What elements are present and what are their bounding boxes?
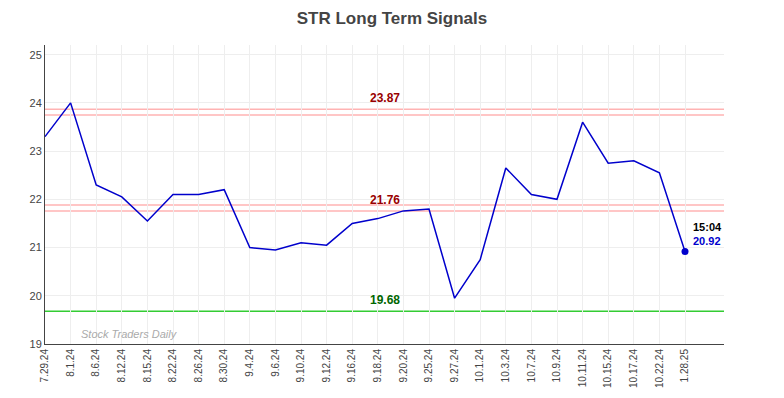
svg-text:10.15.24: 10.15.24 xyxy=(602,349,613,388)
svg-text:10.17.24: 10.17.24 xyxy=(628,349,639,388)
svg-text:8.26.24: 8.26.24 xyxy=(193,349,204,383)
svg-text:10.11.24: 10.11.24 xyxy=(577,349,588,388)
svg-text:23: 23 xyxy=(30,145,42,157)
svg-text:10.1.24: 10.1.24 xyxy=(474,349,485,383)
svg-text:8.6.24: 8.6.24 xyxy=(90,349,101,377)
svg-text:8.12.24: 8.12.24 xyxy=(116,349,127,383)
svg-text:Stock Traders Daily: Stock Traders Daily xyxy=(81,328,178,340)
svg-text:7.29.24: 7.29.24 xyxy=(39,349,50,383)
svg-text:20.92: 20.92 xyxy=(693,235,721,247)
svg-text:8.15.24: 8.15.24 xyxy=(142,349,153,383)
svg-text:STR Long Term Signals: STR Long Term Signals xyxy=(297,9,487,28)
svg-text:10.9.24: 10.9.24 xyxy=(551,349,562,383)
svg-text:1.28.25: 1.28.25 xyxy=(679,349,690,383)
svg-text:19.68: 19.68 xyxy=(370,293,400,307)
svg-text:22: 22 xyxy=(30,193,42,205)
svg-text:9.16.24: 9.16.24 xyxy=(346,349,357,383)
svg-text:10.3.24: 10.3.24 xyxy=(500,349,511,383)
svg-text:9.6.24: 9.6.24 xyxy=(270,349,281,377)
svg-text:9.27.24: 9.27.24 xyxy=(449,349,460,383)
svg-text:10.22.24: 10.22.24 xyxy=(654,349,665,388)
svg-text:9.25.24: 9.25.24 xyxy=(423,349,434,383)
svg-text:8.30.24: 8.30.24 xyxy=(218,349,229,383)
svg-text:20: 20 xyxy=(30,290,42,302)
svg-text:24: 24 xyxy=(30,97,42,109)
svg-text:10.7.24: 10.7.24 xyxy=(526,349,537,383)
svg-text:15:04: 15:04 xyxy=(693,221,722,233)
svg-text:9.20.24: 9.20.24 xyxy=(398,349,409,383)
svg-text:19: 19 xyxy=(30,338,42,350)
svg-text:9.12.24: 9.12.24 xyxy=(321,349,332,383)
svg-text:23.87: 23.87 xyxy=(370,91,400,105)
svg-text:9.18.24: 9.18.24 xyxy=(372,349,383,383)
svg-text:8.1.24: 8.1.24 xyxy=(65,349,76,377)
svg-text:21: 21 xyxy=(30,241,42,253)
svg-text:9.10.24: 9.10.24 xyxy=(295,349,306,383)
svg-text:25: 25 xyxy=(30,49,42,61)
svg-text:8.22.24: 8.22.24 xyxy=(167,349,178,383)
svg-text:9.4.24: 9.4.24 xyxy=(244,349,255,377)
svg-text:21.76: 21.76 xyxy=(370,193,400,207)
